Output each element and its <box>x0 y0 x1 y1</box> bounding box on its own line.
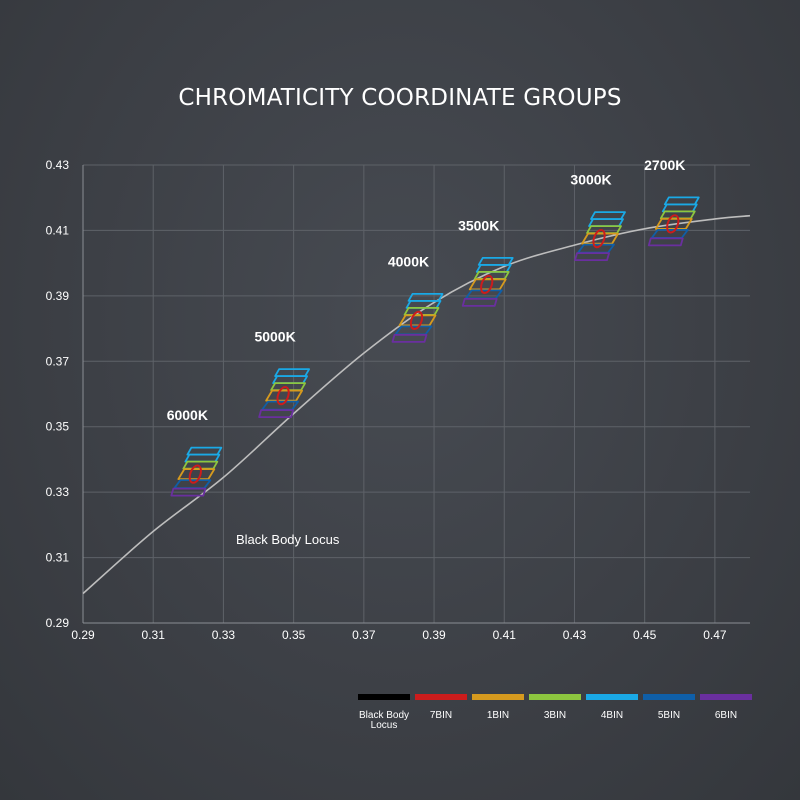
legend-label: 5BIN <box>658 710 680 721</box>
y-tick-label: 0.37 <box>46 354 70 368</box>
bin-group-6000k: 6000K <box>167 407 223 497</box>
cct-label: 3500K <box>458 217 499 233</box>
bin-6-row <box>574 252 610 262</box>
y-tick-label: 0.31 <box>46 551 70 565</box>
x-tick-label: 0.29 <box>71 628 95 642</box>
y-tick-label: 0.43 <box>46 158 70 172</box>
legend-label: 6BIN <box>715 710 737 721</box>
bin-1-row <box>398 314 437 327</box>
locus-annotation: Black Body Locus <box>236 532 340 547</box>
bin-5-row <box>577 243 615 254</box>
legend-label: 1BIN <box>487 710 509 721</box>
bin-groups: 6000K 5000K 4000K 3500K 3000K 2700K <box>167 157 700 497</box>
x-tick-label: 0.35 <box>282 628 306 642</box>
legend-swatch <box>586 694 638 700</box>
bin-5-row <box>394 325 433 336</box>
bin-4-row-top <box>663 196 700 206</box>
bin-6-row <box>170 487 207 497</box>
legend-label: 7BIN <box>430 710 452 721</box>
bin-4-row-top <box>477 257 514 266</box>
x-tick-labels: 0.29 0.31 0.33 0.35 0.37 0.39 0.41 0.43 0.45 0.47 <box>71 628 727 642</box>
bin-1-row <box>265 389 304 402</box>
legend-swatch <box>529 694 581 700</box>
bin-5-row <box>464 289 503 300</box>
cct-label: 4000K <box>388 253 429 269</box>
x-tick-label: 0.47 <box>703 628 727 642</box>
bin-5-row <box>261 400 300 411</box>
bin-4-row <box>184 453 221 463</box>
bin-1-row <box>177 468 216 481</box>
legend-swatch <box>700 694 752 700</box>
black-body-locus-line <box>82 214 751 595</box>
chart-title: CHROMATICITY COORDINATE GROUPS <box>178 85 621 111</box>
legend-swatch <box>643 694 695 700</box>
x-tick-label: 0.33 <box>212 628 236 642</box>
legend-label: Locus <box>371 720 398 731</box>
bin-5-row <box>173 479 212 490</box>
bin-4-row <box>588 218 624 228</box>
legend-swatch <box>472 694 524 700</box>
grid <box>82 164 750 624</box>
bin-6-row <box>461 298 498 307</box>
bin-6-row <box>391 333 428 343</box>
legend-label: Black Body <box>359 710 409 721</box>
cct-label: 3000K <box>570 172 611 188</box>
bin-1-row <box>581 232 619 245</box>
cct-label: 6000K <box>167 407 208 423</box>
cct-label: 2700K <box>644 157 685 173</box>
bin-group-2700k: 2700K <box>644 157 700 247</box>
legend-label: 3BIN <box>544 710 566 721</box>
bin-6-row <box>258 409 295 419</box>
bin-7-ellipse <box>276 386 290 406</box>
y-tick-labels: 0.29 0.31 0.33 0.35 0.37 0.39 0.41 0.43 <box>46 158 70 630</box>
bin-7-ellipse <box>666 214 680 234</box>
cct-label: 5000K <box>254 329 295 345</box>
x-tick-label: 0.43 <box>563 628 587 642</box>
bin-group-3500k: 3500K <box>458 217 514 307</box>
bin-4-row <box>661 203 698 213</box>
bin-7-ellipse <box>188 464 202 484</box>
x-tick-label: 0.39 <box>422 628 446 642</box>
bin-4-row-top <box>590 211 626 221</box>
axes <box>82 165 750 624</box>
bin-4-row-top <box>274 368 311 378</box>
legend-label: 4BIN <box>601 710 623 721</box>
bin-group-4000k: 4000K <box>388 253 444 343</box>
bin-1-row <box>468 278 507 291</box>
x-tick-label: 0.41 <box>493 628 517 642</box>
bin-5-row <box>650 228 689 239</box>
x-tick-label: 0.45 <box>633 628 657 642</box>
y-tick-label: 0.35 <box>46 420 70 434</box>
bin-group-3000k: 3000K <box>570 172 626 262</box>
legend-swatch <box>415 694 467 700</box>
bin-4-row-top <box>186 446 223 456</box>
y-tick-label: 0.39 <box>46 289 70 303</box>
bin-1-row <box>654 217 693 230</box>
y-tick-label: 0.41 <box>46 223 70 237</box>
y-tick-label: 0.33 <box>46 485 70 499</box>
bin-7-ellipse <box>480 274 494 295</box>
bin-group-5000k: 5000K <box>254 329 311 419</box>
bin-6-row <box>647 237 684 247</box>
bin-4-row <box>272 375 309 385</box>
bin-7-ellipse <box>592 228 606 249</box>
legend-swatch <box>358 694 410 700</box>
x-tick-label: 0.37 <box>352 628 376 642</box>
y-tick-label: 0.29 <box>46 616 70 630</box>
x-tick-label: 0.31 <box>142 628 166 642</box>
bin-7-ellipse <box>409 310 424 331</box>
